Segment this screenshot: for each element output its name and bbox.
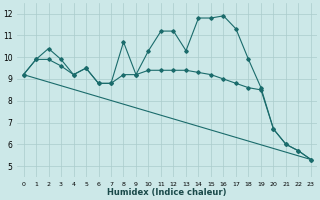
X-axis label: Humidex (Indice chaleur): Humidex (Indice chaleur)	[108, 188, 227, 197]
